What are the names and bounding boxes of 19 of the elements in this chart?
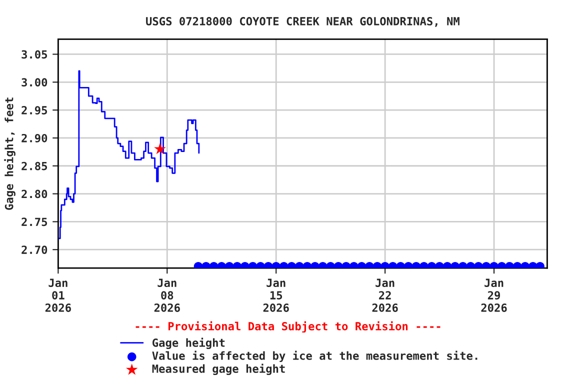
x-tick-label: Jan 08 2026 xyxy=(154,278,180,312)
y-tick-label: 2.80 xyxy=(22,190,48,198)
y-tick-label: 2.95 xyxy=(22,106,48,114)
x-tick-label: Jan 29 2026 xyxy=(481,278,507,312)
legend-label: Measured gage height xyxy=(152,364,285,376)
y-axis-title: Gage height, feet xyxy=(4,98,16,210)
text: ---- Provisional Data Subject to Revision ---- xyxy=(136,321,440,333)
y-tick-label: 2.90 xyxy=(22,134,48,142)
chart-title: USGS 07218000 COYOTE CREEK NEAR GOLONDRINAS, NM xyxy=(146,17,460,27)
legend-label: Gage height xyxy=(152,338,225,350)
y-tick-label: 2.85 xyxy=(22,162,48,170)
y-tick-label: 2.70 xyxy=(22,246,48,254)
y-tick-label: 2.75 xyxy=(22,218,48,226)
legend-label: Value is affected by ice at the measurement site. xyxy=(152,350,478,362)
y-tick-label: 3.00 xyxy=(22,78,48,87)
x-tick-label: Jan 15 2026 xyxy=(263,278,289,312)
x-tick-label: Jan 01 2026 xyxy=(45,278,71,312)
y-tick-label: 3.05 xyxy=(22,50,48,59)
x-tick-label: Jan 22 2026 xyxy=(372,278,398,312)
